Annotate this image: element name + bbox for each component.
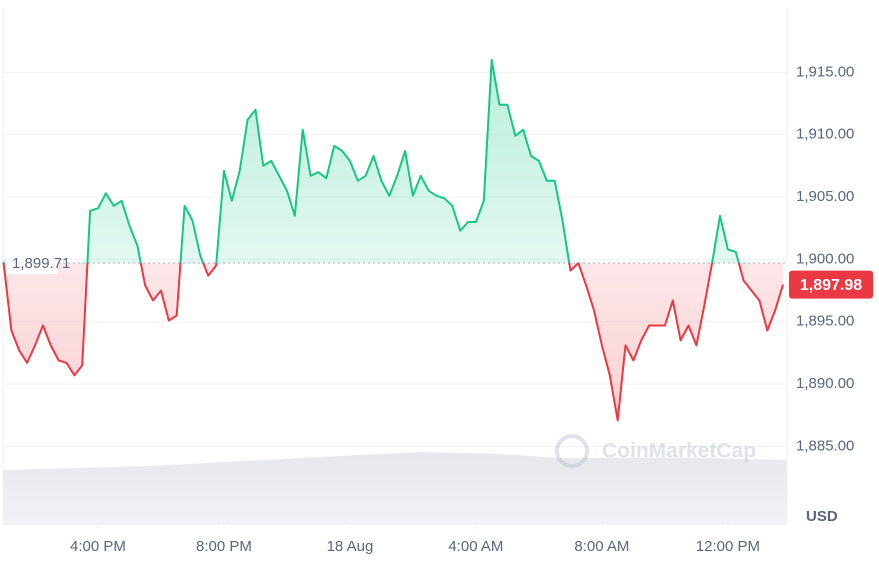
y-tick-label: 1,900.00 (796, 250, 854, 267)
x-tick-label: 8:00 AM (574, 538, 629, 555)
price-line (2, 58, 784, 422)
y-tick-label: 1,890.00 (796, 375, 854, 392)
y-tick-label: 1,905.00 (796, 188, 854, 205)
x-tick-label: 8:00 PM (196, 538, 252, 555)
watermark: CoinMarketCap (555, 434, 756, 468)
area-fill (3, 59, 783, 421)
y-tick-label: 1,915.00 (796, 63, 854, 80)
volume-area (3, 452, 787, 525)
baseline-label-bg (6, 252, 58, 275)
baseline-label: 1,899.71 (12, 255, 70, 272)
y-tick-label: 1,885.00 (796, 437, 854, 454)
y-tick-label: 1,910.00 (796, 126, 854, 143)
x-tick-label: 18 Aug (327, 538, 374, 555)
price-tag (789, 270, 873, 299)
price-tag-label: 1,897.98 (800, 277, 862, 294)
watermark-text: CoinMarketCap (602, 440, 756, 463)
y-tick-label: 1,895.00 (796, 313, 854, 330)
x-tick-label: 4:00 AM (448, 538, 503, 555)
x-tick-label: 12:00 PM (696, 538, 760, 555)
currency-label: USD (806, 508, 838, 525)
x-tick-label: 4:00 PM (70, 538, 126, 555)
